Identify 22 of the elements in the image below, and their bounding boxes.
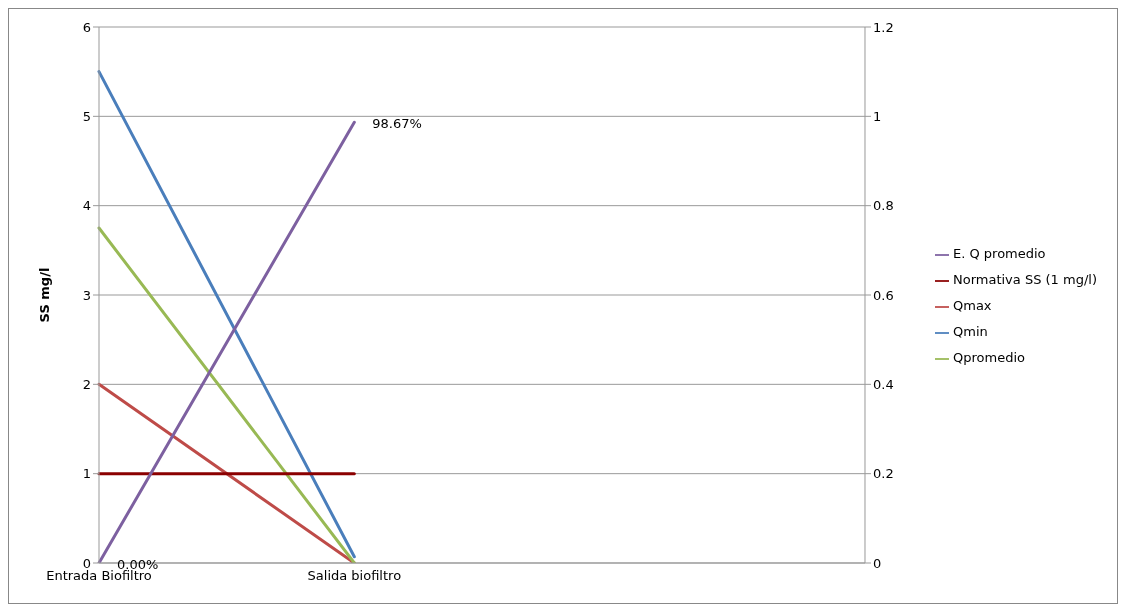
y-axis-title: SS mg/l [36,267,52,323]
y-tick-label: 0 [82,555,91,571]
y2-tick-label: 1 [872,108,882,124]
legend-label: Qmax [952,298,992,313]
y2-tick-label: 1.2 [872,19,894,35]
y2-tick-label: 0 [872,555,882,571]
y2-tick-label: 0.6 [872,287,894,303]
x-tick-label: Salida biofiltro [307,568,402,584]
data-label: 98.67% [372,116,422,132]
y2-tick-label: 0.8 [872,198,894,214]
y-tick-label: 3 [82,287,91,303]
y2-tick-label: 0.4 [872,376,894,392]
legend-label: Qmin [952,324,988,339]
legend-label: Qpromedio [952,350,1025,365]
y-tick-label: 2 [82,376,91,392]
y-tick-label: 1 [82,466,91,482]
y-tick-label: 5 [82,108,91,124]
y2-tick-label: 0.2 [872,466,894,482]
legend-label: E. Q promedio [952,246,1046,261]
legend-label: Normativa SS (1 mg/l) [952,272,1097,287]
y-tick-label: 4 [82,198,91,214]
y-tick-label: 6 [82,19,91,35]
